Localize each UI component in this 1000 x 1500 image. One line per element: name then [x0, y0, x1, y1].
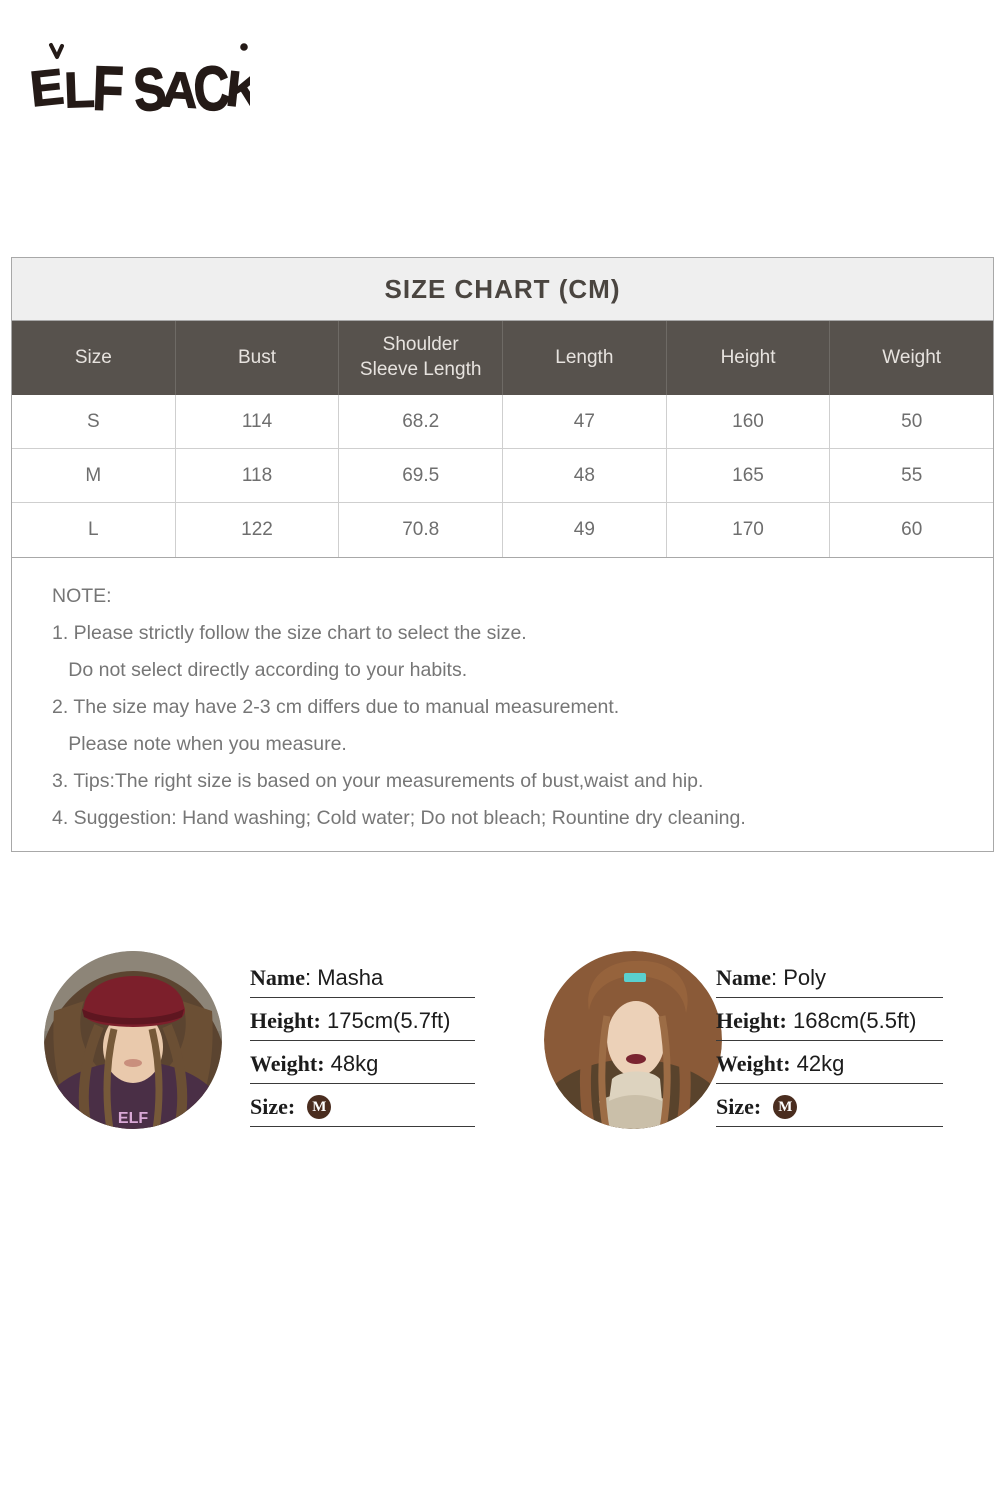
svg-text:L: L: [63, 62, 95, 119]
svg-text:E: E: [30, 58, 66, 117]
svg-text:K: K: [224, 60, 250, 119]
svg-text:F: F: [92, 53, 125, 120]
svg-text:ELF: ELF: [118, 1110, 148, 1127]
